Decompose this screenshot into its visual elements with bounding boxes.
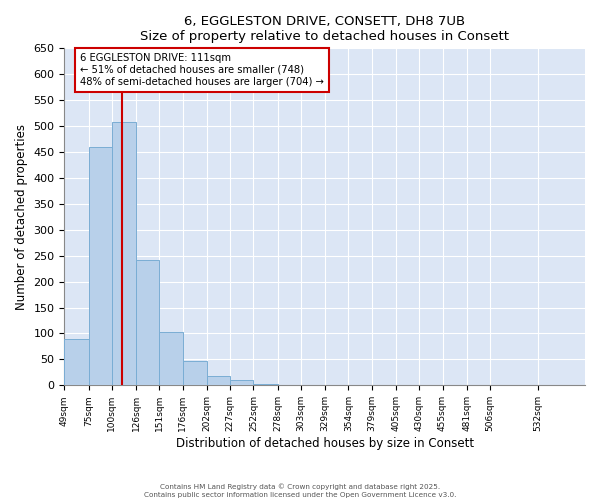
Bar xyxy=(160,332,182,386)
Bar xyxy=(207,376,230,386)
Bar xyxy=(230,380,253,386)
Title: 6, EGGLESTON DRIVE, CONSETT, DH8 7UB
Size of property relative to detached house: 6, EGGLESTON DRIVE, CONSETT, DH8 7UB Siz… xyxy=(140,15,509,43)
X-axis label: Distribution of detached houses by size in Consett: Distribution of detached houses by size … xyxy=(176,437,474,450)
Bar xyxy=(64,338,89,386)
Bar xyxy=(253,384,278,386)
Text: 6 EGGLESTON DRIVE: 111sqm
← 51% of detached houses are smaller (748)
48% of semi: 6 EGGLESTON DRIVE: 111sqm ← 51% of detac… xyxy=(80,54,324,86)
Text: Contains HM Land Registry data © Crown copyright and database right 2025.
Contai: Contains HM Land Registry data © Crown c… xyxy=(144,484,456,498)
Bar xyxy=(182,361,207,386)
Bar xyxy=(112,122,136,386)
Y-axis label: Number of detached properties: Number of detached properties xyxy=(15,124,28,310)
Bar xyxy=(136,260,160,386)
Bar xyxy=(89,147,112,386)
